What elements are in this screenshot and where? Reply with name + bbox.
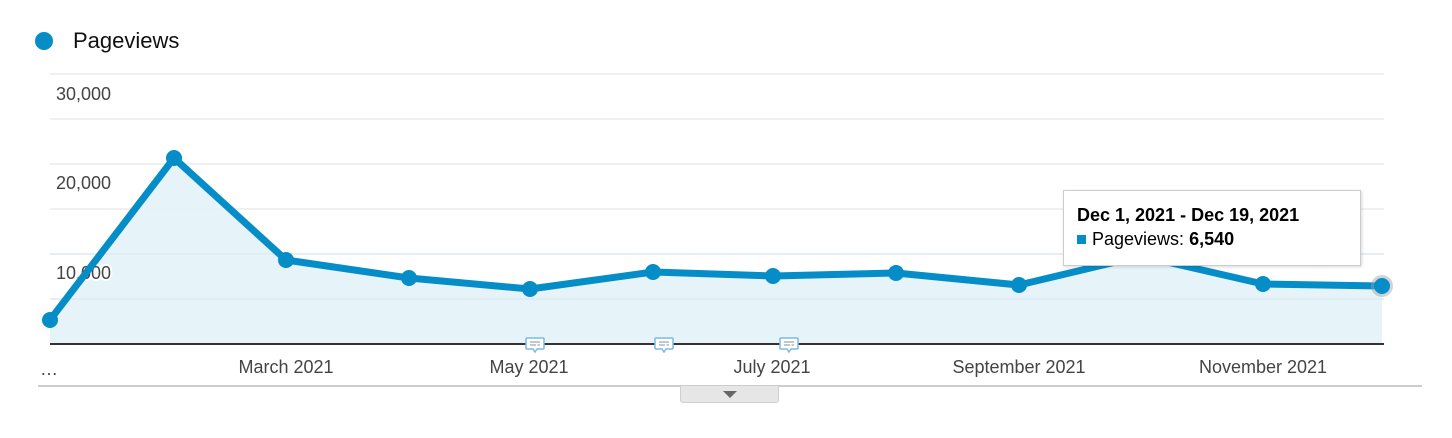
annotation-note-icon[interactable]: [654, 337, 674, 353]
tooltip-metric-label: Pageviews:: [1092, 229, 1185, 249]
x-tick-november: November 2021: [1199, 357, 1327, 377]
data-point[interactable]: [1011, 277, 1027, 293]
data-point[interactable]: [888, 265, 904, 281]
legend-label: Pageviews: [73, 28, 180, 53]
data-point[interactable]: [401, 270, 417, 286]
data-point-hovered[interactable]: [1374, 278, 1390, 294]
area-fill: [50, 158, 1382, 344]
legend-dot-icon: [35, 32, 53, 50]
annotation-note-icon[interactable]: [525, 337, 545, 353]
data-point[interactable]: [1255, 276, 1271, 292]
data-point[interactable]: [645, 264, 661, 280]
collapse-chart-toggle[interactable]: [680, 386, 779, 403]
annotation-note-icon[interactable]: [779, 337, 799, 353]
x-tick-march: March 2021: [238, 357, 333, 377]
tooltip-date-range: Dec 1, 2021 - Dec 19, 2021: [1077, 205, 1300, 225]
series-swatch-icon: [1077, 234, 1086, 244]
data-point[interactable]: [278, 252, 294, 268]
data-point[interactable]: [765, 268, 781, 284]
tooltip-metric-value: 6,540: [1189, 229, 1235, 249]
x-tick-start: …: [40, 359, 58, 379]
data-point[interactable]: [522, 281, 538, 297]
y-tick-30000: 30,000: [56, 84, 111, 104]
x-tick-july: July 2021: [733, 357, 810, 377]
x-tick-may: May 2021: [489, 357, 568, 377]
tooltip-metric-row: Pageviews: 6,540: [1077, 227, 1360, 251]
x-tick-september: September 2021: [952, 357, 1085, 377]
chart-tooltip: Dec 1, 2021 - Dec 19, 2021 Pageviews: 6,…: [1063, 190, 1361, 266]
data-point[interactable]: [42, 312, 58, 328]
legend-item-pageviews[interactable]: Pageviews: [35, 26, 179, 56]
data-point[interactable]: [166, 150, 182, 166]
y-tick-20000: 20,000: [56, 173, 111, 193]
chevron-down-icon: [722, 390, 737, 398]
